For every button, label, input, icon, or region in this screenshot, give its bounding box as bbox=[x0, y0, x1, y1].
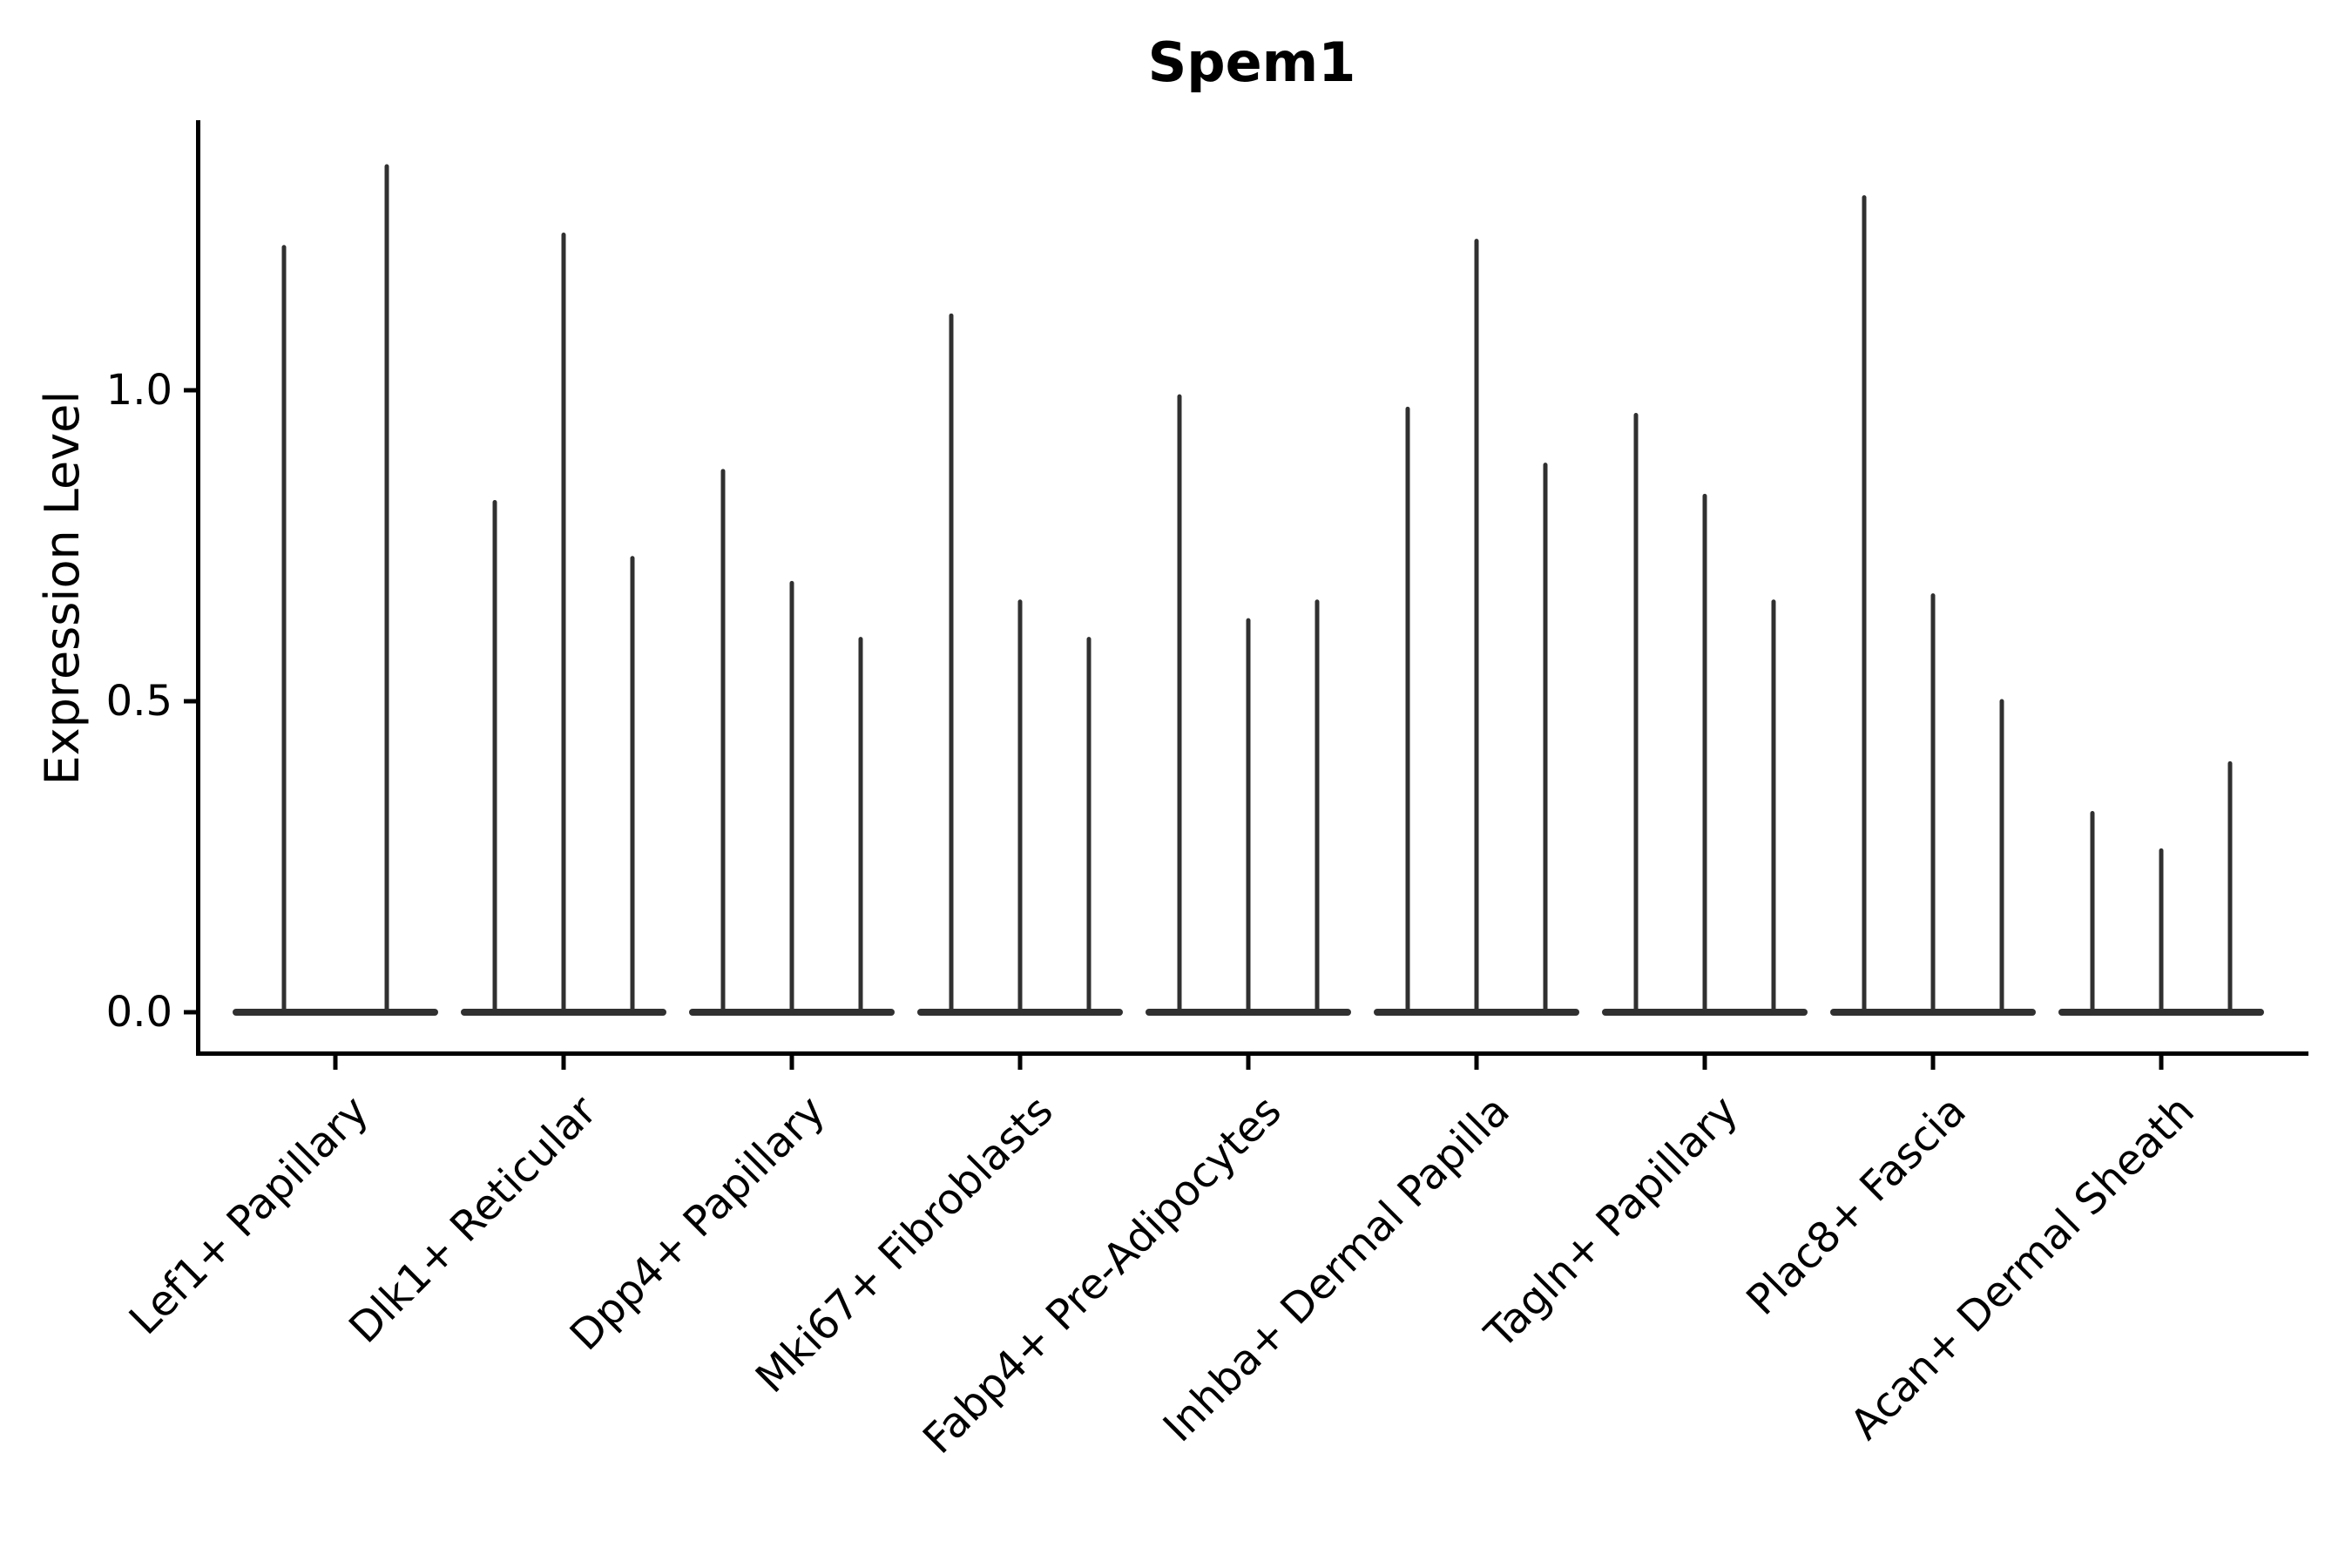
chart-title: Spem1 bbox=[1147, 30, 1356, 94]
y-tick-label: 0.0 bbox=[105, 988, 172, 1037]
y-tick-label: 0.5 bbox=[105, 677, 172, 726]
y-tick-label: 1.0 bbox=[105, 366, 172, 415]
